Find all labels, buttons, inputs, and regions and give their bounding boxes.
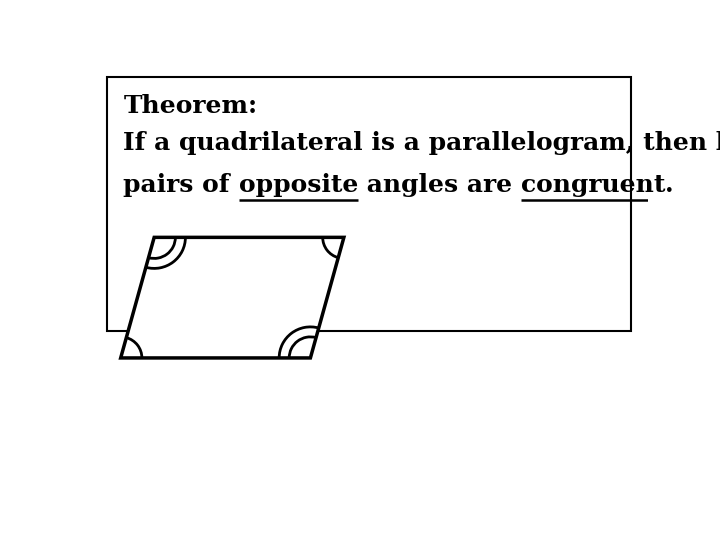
Text: If a quadrilateral is a parallelogram, then both: If a quadrilateral is a parallelogram, t… (124, 131, 720, 156)
Text: congruent: congruent (521, 173, 665, 197)
Text: .: . (665, 173, 674, 197)
Text: Theorem:: Theorem: (124, 94, 258, 118)
Text: pairs of: pairs of (124, 173, 239, 197)
Polygon shape (121, 238, 344, 358)
Text: opposite: opposite (239, 173, 358, 197)
Text: angles are: angles are (358, 173, 521, 197)
Bar (107, 77, 631, 331)
